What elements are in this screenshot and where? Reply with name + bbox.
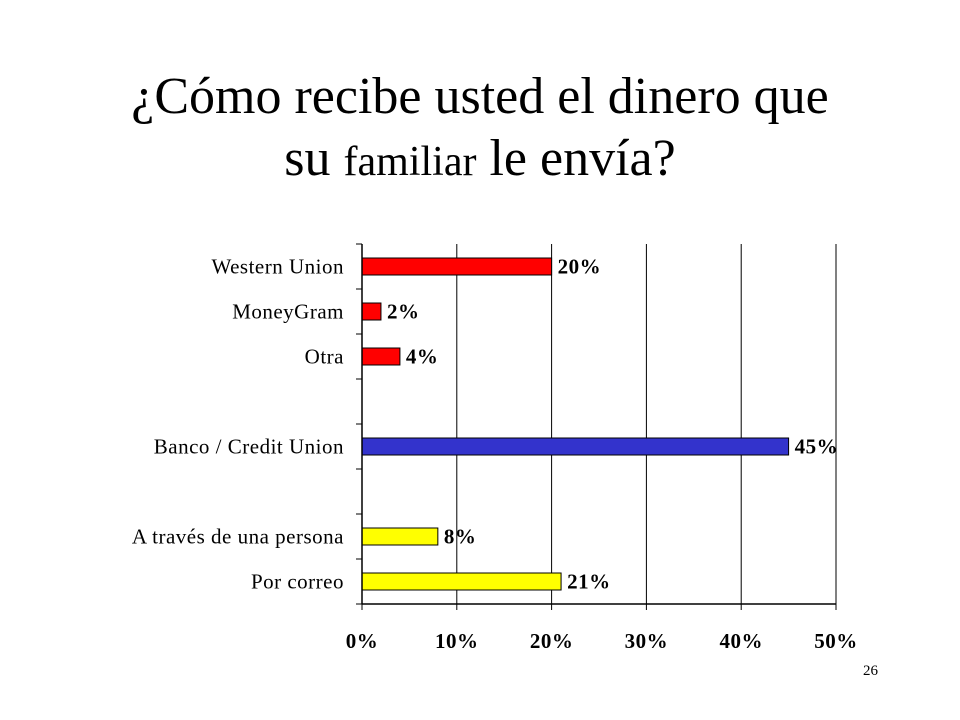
value-label-2: 4% bbox=[406, 345, 439, 369]
value-label-4: 45% bbox=[795, 435, 839, 459]
page-number: 26 bbox=[863, 663, 878, 679]
category-label-2: Otra bbox=[305, 345, 344, 369]
category-label-4: Banco / Credit Union bbox=[154, 435, 344, 459]
bar-1 bbox=[361, 302, 382, 321]
x-tick-label-40: 40% bbox=[719, 629, 763, 653]
value-label-1: 2% bbox=[387, 300, 420, 324]
x-tick-label-0: 0% bbox=[346, 629, 379, 653]
grid-lines bbox=[456, 244, 837, 604]
value-label-7: 21% bbox=[567, 570, 611, 594]
x-tick-label-30: 30% bbox=[625, 629, 669, 653]
value-label-6: 8% bbox=[444, 525, 477, 549]
category-label-0: Western Union bbox=[211, 255, 344, 279]
title-word-familiar: familiar bbox=[343, 139, 477, 185]
labels: 20% Western Union 2% MoneyGram 4% Otra 45% Banc… bbox=[132, 255, 858, 654]
title-line-2: su familiar le envía? bbox=[0, 128, 960, 193]
category-label-7: Por correo bbox=[251, 570, 344, 594]
bar-6 bbox=[361, 527, 439, 546]
title-line-1: ¿Cómo recibe usted el dinero que bbox=[131, 68, 829, 125]
bar-7 bbox=[361, 572, 562, 591]
x-tick-label-50: 50% bbox=[814, 629, 858, 653]
title-word-su: su bbox=[284, 130, 331, 187]
bar-2 bbox=[361, 347, 401, 366]
x-tick-label-20: 20% bbox=[530, 629, 574, 653]
slide-title: ¿Cómo recibe usted el dinero que su fami… bbox=[0, 66, 960, 193]
value-label-0: 20% bbox=[558, 255, 602, 279]
bar-4 bbox=[361, 437, 790, 456]
axes bbox=[356, 243, 837, 610]
title-word-envia: le envía? bbox=[489, 130, 676, 187]
x-tick-label-10: 10% bbox=[435, 629, 479, 653]
category-label-6: A través de una persona bbox=[132, 525, 344, 549]
bars bbox=[361, 257, 790, 591]
bar-0 bbox=[361, 257, 553, 276]
category-label-1: MoneyGram bbox=[232, 300, 344, 324]
